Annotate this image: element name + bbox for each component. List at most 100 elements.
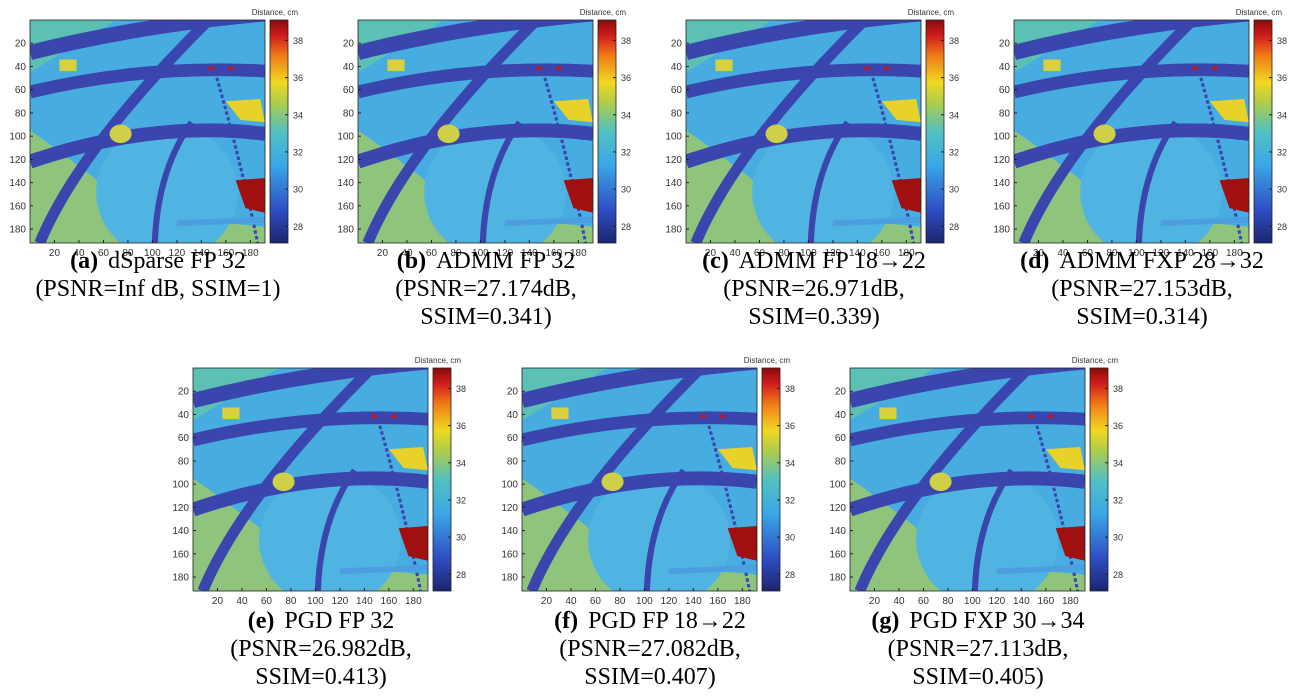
- y-tick-label: 180: [337, 225, 354, 236]
- x-tick-label: 80: [122, 248, 134, 259]
- colorbar: [1089, 367, 1109, 592]
- caption-label: (f): [554, 608, 578, 634]
- x-tick-label: 180: [405, 596, 422, 607]
- y-tick-label: 180: [9, 225, 26, 236]
- x-tick-label: 140: [356, 596, 373, 607]
- colorbar: [269, 19, 289, 244]
- x-tick-label: 140: [521, 248, 538, 259]
- colorbar-tick-label: 38: [293, 36, 303, 46]
- x-tick-label: 20: [212, 596, 224, 607]
- colorbar-tick-label: 32: [293, 147, 303, 157]
- caption-line: (PSNR=26.971dB,: [723, 276, 905, 302]
- caption-title: (b) ADMM FP 32: [397, 248, 576, 274]
- x-tick-label: 160: [1037, 596, 1054, 607]
- axes-box: [29, 19, 266, 244]
- y-tick-label: 20: [15, 39, 27, 50]
- x-tick-label: 100: [636, 596, 653, 607]
- y-tick-label: 180: [829, 573, 846, 584]
- colorbar-tick-label: 30: [621, 185, 631, 195]
- x-tick-label: 60: [261, 596, 273, 607]
- depth-image: [193, 361, 438, 607]
- x-tick-label: 40: [565, 596, 577, 607]
- y-tick-label: 100: [993, 132, 1010, 143]
- y-tick-label: 140: [665, 178, 682, 189]
- axes-box: [521, 367, 758, 592]
- x-tick-label: 80: [778, 248, 790, 259]
- caption-title: (c) ADMM FP 18→22: [702, 248, 926, 274]
- caption-label: (a): [70, 248, 98, 274]
- caption-line: SSIM=0.405): [912, 664, 1044, 690]
- y-tick-label: 120: [993, 155, 1010, 166]
- y-tick-label: 160: [993, 201, 1010, 212]
- x-tick-label: 120: [169, 248, 186, 259]
- y-tick-label: 60: [671, 85, 683, 96]
- x-tick-label: 40: [893, 596, 905, 607]
- x-tick-label: 140: [685, 596, 702, 607]
- panel: 20 40 60 80 100 120 140 160 180 20 40 60 80 100 120 140…: [172, 356, 466, 690]
- y-tick-label: 120: [9, 155, 26, 166]
- panel: 20 40 60 80 100 120 140 160 180 20 40 60 80 100 120 140…: [665, 8, 959, 330]
- colorbar: [597, 19, 617, 244]
- colorbar-tick-label: 34: [456, 458, 466, 468]
- y-tick-label: 60: [835, 433, 847, 444]
- y-tick-label: 20: [178, 387, 190, 398]
- y-tick-label: 80: [671, 108, 683, 119]
- x-tick-label: 180: [242, 248, 259, 259]
- x-tick-label: 20: [377, 248, 389, 259]
- colorbar: [925, 19, 945, 244]
- y-tick-label: 100: [337, 132, 354, 143]
- colorbar-tick-label: 38: [949, 36, 959, 46]
- x-tick-label: 40: [729, 248, 741, 259]
- x-tick-label: 20: [869, 596, 881, 607]
- y-tick-label: 100: [829, 480, 846, 491]
- y-tick-label: 20: [507, 387, 519, 398]
- y-tick-label: 40: [343, 62, 355, 73]
- colorbar-label: Distance, cm: [580, 8, 627, 17]
- caption-line: SSIM=0.339): [748, 304, 880, 330]
- x-tick-label: 140: [1177, 248, 1194, 259]
- colorbar-tick-label: 36: [621, 73, 631, 83]
- x-tick-label: 100: [307, 596, 324, 607]
- y-tick-label: 160: [665, 201, 682, 212]
- x-tick-label: 160: [1201, 248, 1218, 259]
- colorbar-tick-label: 34: [785, 458, 795, 468]
- y-tick-label: 140: [172, 526, 189, 537]
- colorbar-tick-label: 34: [1113, 458, 1123, 468]
- y-tick-label: 40: [835, 410, 847, 421]
- x-tick-label: 100: [1128, 248, 1145, 259]
- x-tick-label: 160: [873, 248, 890, 259]
- colorbar-tick-label: 36: [293, 73, 303, 83]
- colorbar-tick-label: 34: [1277, 110, 1287, 120]
- depth-image: [1014, 13, 1259, 259]
- colorbar-tick-label: 32: [949, 147, 959, 157]
- caption-label: (b): [397, 248, 426, 274]
- x-tick-label: 180: [1062, 596, 1079, 607]
- colorbar-tick-label: 32: [785, 495, 795, 505]
- x-tick-label: 180: [1226, 248, 1243, 259]
- x-tick-label: 180: [898, 248, 915, 259]
- x-tick-label: 120: [825, 248, 842, 259]
- x-tick-label: 60: [590, 596, 602, 607]
- colorbar-tick-label: 34: [293, 110, 303, 120]
- x-tick-label: 140: [849, 248, 866, 259]
- y-tick-label: 60: [507, 433, 519, 444]
- colorbar-tick-label: 32: [621, 147, 631, 157]
- depth-image: [850, 361, 1095, 607]
- y-tick-label: 80: [507, 456, 519, 467]
- caption-line: (PSNR=27.153dB,: [1051, 276, 1233, 302]
- colorbar-tick-label: 34: [621, 110, 631, 120]
- y-tick-label: 40: [999, 62, 1011, 73]
- axes-box: [849, 367, 1086, 592]
- colorbar-tick-label: 30: [293, 185, 303, 195]
- colorbar-tick-label: 38: [456, 384, 466, 394]
- colorbar-tick-label: 36: [1113, 421, 1123, 431]
- caption-title: (g) PGD FXP 30→34: [871, 608, 1084, 634]
- axes-box: [357, 19, 594, 244]
- y-tick-label: 180: [993, 225, 1010, 236]
- caption-label: (e): [248, 608, 275, 634]
- caption-title: (a) dSparse FP 32: [70, 248, 246, 274]
- y-tick-label: 40: [507, 410, 519, 421]
- x-tick-label: 160: [380, 596, 397, 607]
- x-tick-label: 100: [144, 248, 161, 259]
